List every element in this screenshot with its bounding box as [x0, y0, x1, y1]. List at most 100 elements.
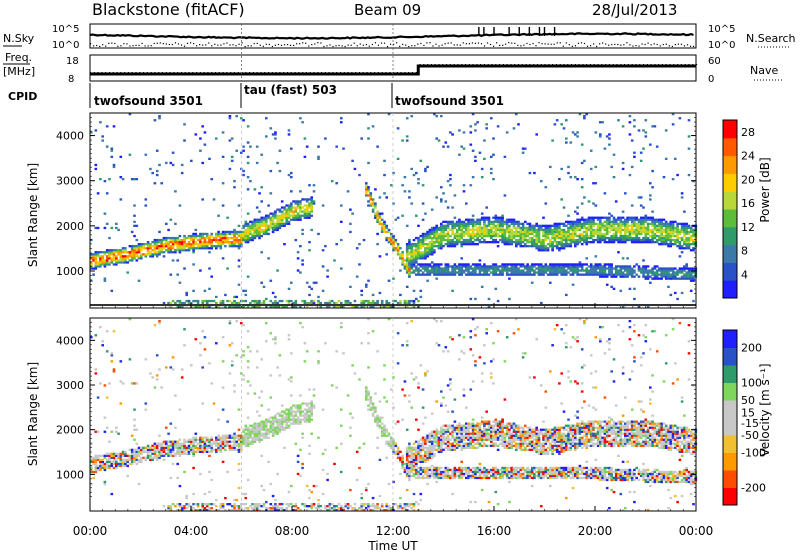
velocity-cell [128, 448, 132, 451]
velocity-cell [121, 464, 125, 468]
velocity-cell [249, 442, 252, 445]
nsearch-point [174, 42, 177, 44]
power-cell [153, 245, 157, 248]
power-cell [142, 245, 145, 248]
power-cell [555, 263, 559, 266]
power-cell [351, 212, 354, 215]
velocity-cell [124, 458, 127, 461]
velocity-cell [108, 382, 111, 385]
power-cell [105, 261, 109, 264]
power-cell [392, 202, 395, 205]
power-cell [494, 273, 498, 276]
power-cell [92, 257, 95, 260]
power-cell [685, 228, 688, 232]
power-cell [110, 226, 114, 230]
power-cell [224, 236, 227, 240]
velocity-cell [90, 442, 93, 445]
nsearch-point [514, 42, 516, 44]
power-cell [692, 228, 695, 232]
nave-dots [90, 64, 698, 74]
power-cell [244, 222, 248, 225]
power-cell [621, 224, 625, 227]
power-cell [449, 184, 452, 187]
power-cell [240, 243, 243, 246]
velocity-cell [233, 390, 236, 393]
nsearch-point [296, 43, 298, 45]
y-tick-label: 4000 [56, 130, 84, 143]
power-cell [651, 210, 654, 213]
velocity-cell [153, 444, 157, 447]
nsearch-point [468, 43, 470, 45]
power-cell [276, 228, 279, 232]
colorbar-swatch [723, 155, 737, 174]
power-cell [108, 253, 111, 256]
power-cell [296, 218, 300, 221]
power-cell [133, 257, 136, 260]
power-cell [469, 241, 473, 244]
velocity-cell [167, 448, 170, 451]
power-cell [260, 234, 263, 238]
power-cell [412, 243, 416, 246]
velocity-cell [110, 360, 114, 363]
nsearch-point [483, 45, 486, 47]
power-cell [433, 263, 436, 266]
velocity-cell [115, 454, 118, 457]
power-cell [149, 243, 152, 246]
power-cell [101, 257, 104, 260]
power-cell [178, 243, 182, 246]
power-cell [639, 271, 643, 274]
power-cell [410, 255, 413, 258]
power-cell [203, 247, 207, 250]
velocity-cell [190, 450, 193, 453]
power-cell [117, 249, 120, 252]
power-cell [526, 228, 529, 232]
power-cell [533, 243, 536, 246]
power-cell [610, 241, 613, 244]
power-cell [594, 269, 598, 272]
power-cell [560, 228, 563, 232]
power-cell [669, 228, 673, 232]
power-cell [692, 243, 695, 246]
power-cell [608, 271, 611, 274]
power-cell [419, 241, 423, 244]
power-cell [453, 234, 457, 238]
power-cell [178, 245, 182, 248]
power-cell [674, 277, 677, 280]
power-cell [262, 218, 266, 221]
velocity-cell [217, 418, 220, 421]
power-cell [585, 273, 588, 276]
power-cell [308, 210, 311, 213]
velocity-cell [151, 444, 154, 447]
power-cell [599, 241, 602, 244]
power-cell [467, 230, 470, 234]
power-cell [594, 255, 598, 258]
power-cell [624, 224, 627, 227]
power-cell [133, 214, 136, 217]
power-cell [205, 236, 209, 240]
power-cell [658, 218, 661, 221]
power-cell [385, 253, 388, 256]
colorbar-tick-label: 16 [741, 197, 755, 210]
nsearch-point [186, 42, 189, 44]
power-cell [614, 273, 618, 276]
power-cell [499, 216, 502, 219]
nsearch-point [529, 43, 531, 46]
power-cell [576, 226, 579, 230]
power-cell [171, 251, 175, 254]
power-cell [426, 263, 429, 266]
power-cell [251, 299, 254, 303]
power-cell [642, 271, 645, 274]
nave-point [90, 72, 92, 74]
power-cell [621, 222, 625, 225]
power-cell [660, 220, 663, 223]
power-cell [505, 271, 509, 274]
power-cell [524, 245, 527, 248]
power-cell [310, 210, 313, 213]
power-cell [435, 271, 438, 274]
power-cell [455, 228, 459, 232]
velocity-cell [235, 442, 238, 445]
power-cell [371, 210, 375, 213]
power-cell [515, 241, 518, 244]
velocity-cell [90, 464, 93, 468]
power-cell [312, 200, 316, 203]
